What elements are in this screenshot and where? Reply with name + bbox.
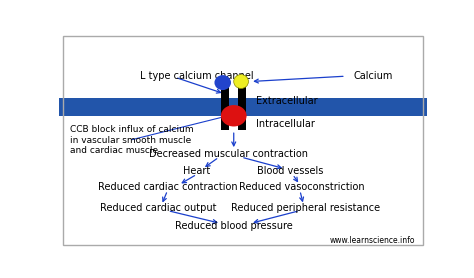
Ellipse shape [234,75,248,88]
Ellipse shape [214,75,231,90]
Text: L type calcium channel: L type calcium channel [140,71,254,81]
Text: Extracellular: Extracellular [256,96,318,106]
Text: Heart: Heart [183,167,210,177]
Text: Reduced vasoconstriction: Reduced vasoconstriction [239,182,365,192]
Text: Blood vessels: Blood vessels [257,167,324,177]
Ellipse shape [221,105,246,126]
Text: Reduced cardiac output: Reduced cardiac output [100,203,217,213]
Text: Intracellular: Intracellular [256,119,315,129]
Text: www.learnscience.info: www.learnscience.info [330,237,416,245]
Bar [221,83,229,130]
Text: Reduced peripheral resistance: Reduced peripheral resistance [231,203,380,213]
Text: CCB block influx of calcium
in vascular smooth muscle
and cardiac muscle: CCB block influx of calcium in vascular … [70,125,194,155]
Text: Decreased muscular contraction: Decreased muscular contraction [149,149,308,159]
Bar [238,83,246,130]
Bar [59,98,427,116]
Text: Reduced blood pressure: Reduced blood pressure [175,221,292,231]
Text: Calcium: Calcium [353,71,392,81]
Text: Reduced cardiac contraction: Reduced cardiac contraction [98,182,237,192]
